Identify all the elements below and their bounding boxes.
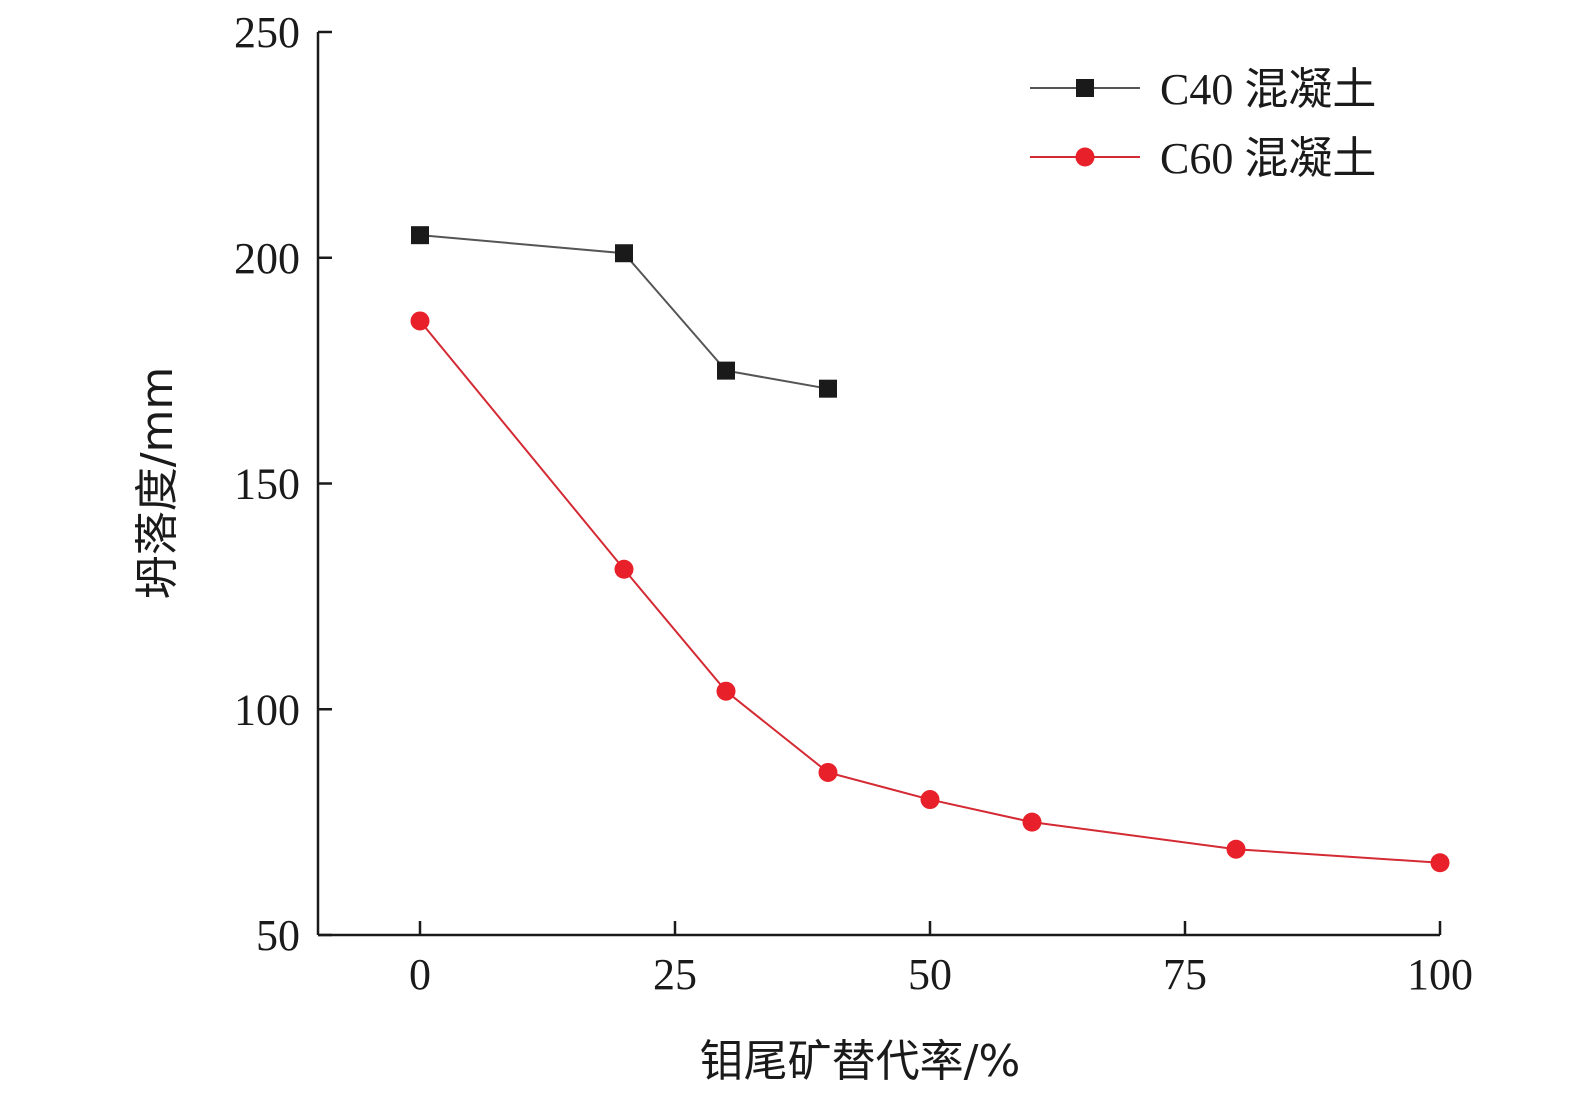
x-tick-label: 25: [653, 950, 697, 999]
data-point: [411, 226, 429, 244]
data-point: [615, 244, 633, 262]
data-point: [615, 560, 634, 579]
legend-item: C60 混凝土: [1030, 134, 1376, 183]
series-1: [411, 311, 1450, 872]
data-point: [1431, 853, 1450, 872]
legend-marker: [1076, 148, 1095, 167]
legend-label: C40 混凝土: [1160, 65, 1376, 114]
series-line: [420, 321, 1440, 863]
data-point: [717, 682, 736, 701]
y-tick-label: 150: [234, 460, 300, 509]
legend-item: C40 混凝土: [1030, 65, 1376, 114]
y-tick-label: 250: [234, 8, 300, 57]
x-tick-label: 0: [409, 950, 431, 999]
data-point: [1227, 840, 1246, 859]
data-point: [1023, 813, 1042, 832]
x-tick-label: 50: [908, 950, 952, 999]
x-axis-ticks: 0 25 50 75 100: [409, 921, 1473, 999]
data-point: [921, 790, 940, 809]
data-point: [819, 763, 838, 782]
x-tick-label: 75: [1163, 950, 1207, 999]
x-tick-label: 100: [1407, 950, 1473, 999]
y-tick-label: 50: [256, 911, 300, 960]
legend-label: C60 混凝土: [1160, 134, 1376, 183]
y-tick-label: 200: [234, 234, 300, 283]
data-point: [819, 380, 837, 398]
y-axis-label: 坍落度/mm: [132, 367, 183, 600]
legend: C40 混凝土 C60 混凝土: [1030, 65, 1376, 183]
data-point: [717, 362, 735, 380]
series-0: [411, 226, 837, 398]
data-point: [411, 311, 430, 330]
series-layer: [411, 226, 1450, 872]
chart: 50 100 150 200 250 0 25 50 75 100 C40 混凝土 C60 混凝土…: [0, 0, 1575, 1101]
x-axis-label: 钼尾矿替代率/%: [700, 1036, 1021, 1087]
y-tick-label: 100: [234, 685, 300, 734]
legend-marker: [1076, 79, 1094, 97]
